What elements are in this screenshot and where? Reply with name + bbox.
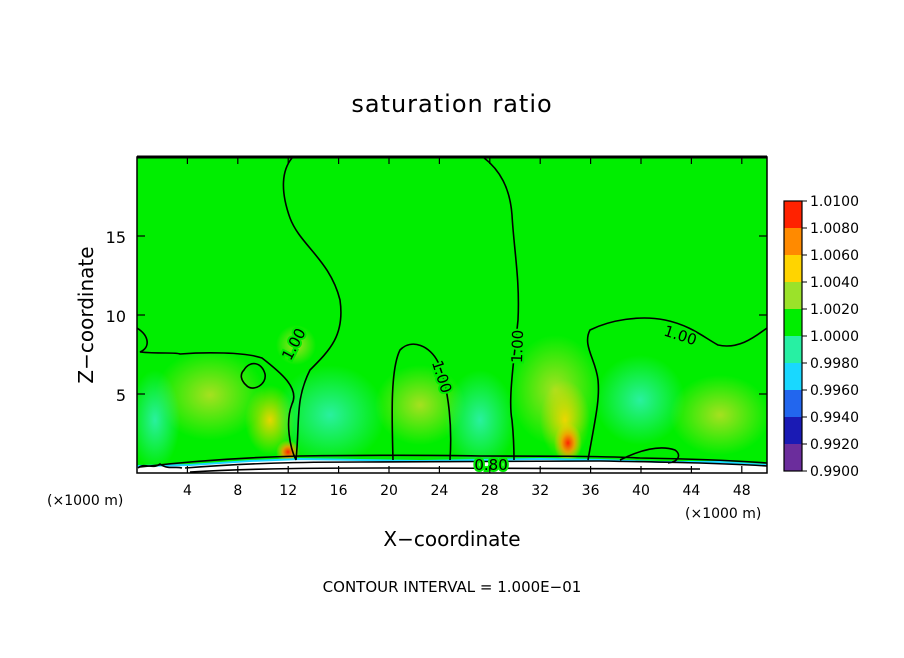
colorbar-label: 0.9920 xyxy=(810,437,859,453)
colorbar-label: 1.0060 xyxy=(810,248,859,264)
colorbar-label: 1.0100 xyxy=(810,194,859,210)
x-tick-label: 4 xyxy=(183,483,192,499)
colorbar: 0.9900 0.9920 0.9940 0.9960 0.9980 1.0000 1.00… xyxy=(784,194,859,480)
colorbar-label: 1.0040 xyxy=(810,275,859,291)
y-tick-label: 10 xyxy=(106,307,126,326)
contour-label: 0.80 xyxy=(474,456,507,474)
colorbar-label: 1.0080 xyxy=(810,221,859,237)
colorbar-label: 1.0000 xyxy=(810,329,859,345)
colorbar-segment xyxy=(784,417,802,444)
colorbar-segment xyxy=(784,363,802,390)
colorbar-segment xyxy=(784,444,802,471)
colorbar-segment xyxy=(784,228,802,255)
x-tick-label: 24 xyxy=(430,483,448,499)
contour-interval-note: CONTOUR INTERVAL = 1.000E−01 xyxy=(323,578,582,596)
x-tick-label: 36 xyxy=(582,483,600,499)
colorbar-segment xyxy=(784,390,802,417)
x-tick-label: 32 xyxy=(531,483,549,499)
y-tick-label: 15 xyxy=(106,228,126,247)
x-unit-right: (×1000 m) xyxy=(685,506,761,522)
colorbar-segment xyxy=(784,309,802,336)
x-tick-label: 20 xyxy=(380,483,398,499)
y-tick-label: 5 xyxy=(116,386,126,405)
colorbar-label: 0.9940 xyxy=(810,410,859,426)
chart-title: saturation ratio xyxy=(351,90,552,118)
y-axis-label: Z−coordinate xyxy=(74,246,98,383)
x-tick-label: 44 xyxy=(682,483,700,499)
x-tick-label: 16 xyxy=(330,483,348,499)
colorbar-segment xyxy=(784,201,802,228)
colorbar-segment xyxy=(784,255,802,282)
colorbar-label: 1.0020 xyxy=(810,302,859,318)
x-axis-label: X−coordinate xyxy=(383,527,520,551)
x-tick-label: 40 xyxy=(632,483,650,499)
x-tick-label: 8 xyxy=(233,483,242,499)
x-tick-label: 48 xyxy=(733,483,751,499)
colorbar-segment xyxy=(784,282,802,309)
colorbar-segment xyxy=(784,336,802,363)
colorbar-label: 0.9980 xyxy=(810,356,859,372)
contour-label: 1.00 xyxy=(508,329,527,363)
x-tick-label: 12 xyxy=(279,483,297,499)
x-unit-left: (×1000 m) xyxy=(47,493,123,509)
colorbar-label: 0.9900 xyxy=(810,464,859,480)
x-tick-label: 28 xyxy=(481,483,499,499)
colorbar-label: 0.9960 xyxy=(810,383,859,399)
